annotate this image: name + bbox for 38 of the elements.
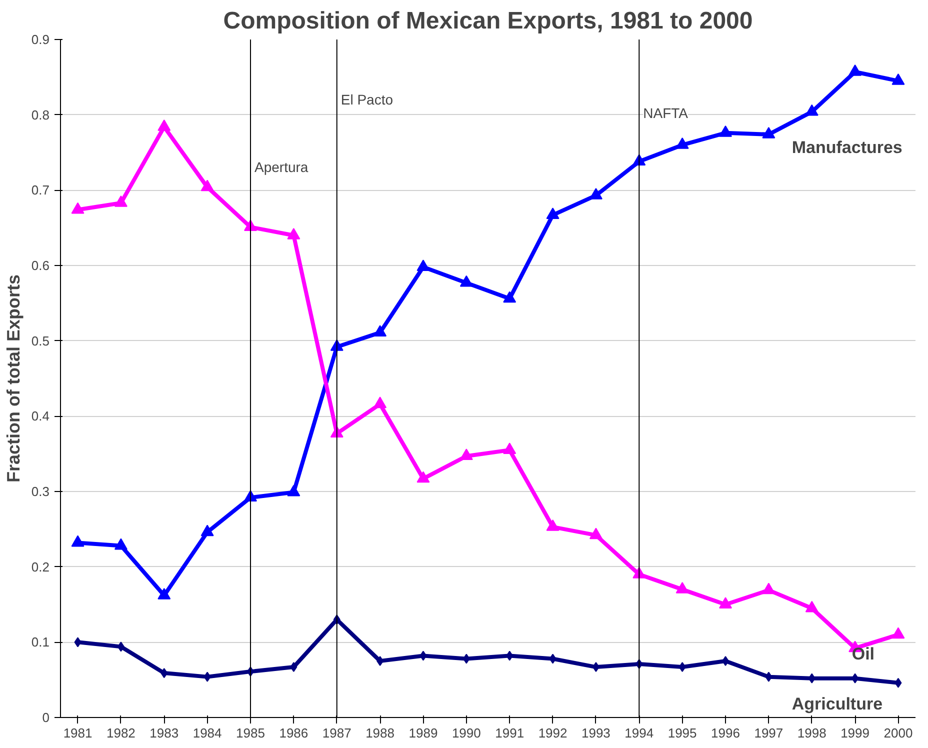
x-tick-label: 1994 xyxy=(624,726,654,740)
x-tick-label: 1995 xyxy=(668,726,697,740)
chart-title: Composition of Mexican Exports, 1981 to 2000 xyxy=(223,8,753,34)
x-tick-label: 1997 xyxy=(754,726,784,740)
x-tick-label: 1985 xyxy=(236,726,265,740)
y-tick-label: 0.3 xyxy=(31,484,50,499)
y-tick-label: 0.2 xyxy=(31,559,50,574)
x-tick-label: 1982 xyxy=(106,726,136,740)
y-tick-label: 0.6 xyxy=(31,258,50,273)
ref-line-label: NAFTA xyxy=(643,104,689,121)
series-label: Agriculture xyxy=(792,694,883,714)
y-tick-label: 0.7 xyxy=(31,182,50,198)
ref-line-label: Apertura xyxy=(254,159,308,176)
x-tick-label: 1992 xyxy=(538,726,568,740)
x-tick-label: 1989 xyxy=(408,726,438,740)
x-tick-label: 1999 xyxy=(840,726,870,740)
ref-line-label: El Pacto xyxy=(340,91,394,108)
x-tick-label: 1981 xyxy=(63,726,92,740)
series-label: Oil xyxy=(852,644,875,664)
x-tick-label: 1991 xyxy=(495,726,524,740)
y-axis-title: Fraction of total Exports xyxy=(3,274,24,483)
x-tick-label: 1984 xyxy=(192,726,222,740)
x-tick-label: 1996 xyxy=(711,726,740,740)
y-tick-label: 0.8 xyxy=(31,107,50,122)
x-tick-label: 1988 xyxy=(366,726,395,740)
y-tick-label: 0 xyxy=(42,710,50,725)
x-tick-label: 1993 xyxy=(581,726,610,740)
y-tick-label: 0.4 xyxy=(31,408,50,424)
y-tick-label: 0.9 xyxy=(31,32,50,47)
x-tick-label: 1986 xyxy=(279,726,308,740)
y-tick-label: 0.5 xyxy=(31,333,50,348)
x-tick-label: 1998 xyxy=(797,726,826,740)
x-tick-label: 1987 xyxy=(322,726,352,740)
x-tick-label: 1990 xyxy=(452,726,481,740)
series-label: Manufactures xyxy=(792,138,902,157)
x-tick-label: 1983 xyxy=(150,726,179,740)
x-tick-label: 2000 xyxy=(884,726,913,740)
y-tick-label: 0.1 xyxy=(31,634,50,650)
